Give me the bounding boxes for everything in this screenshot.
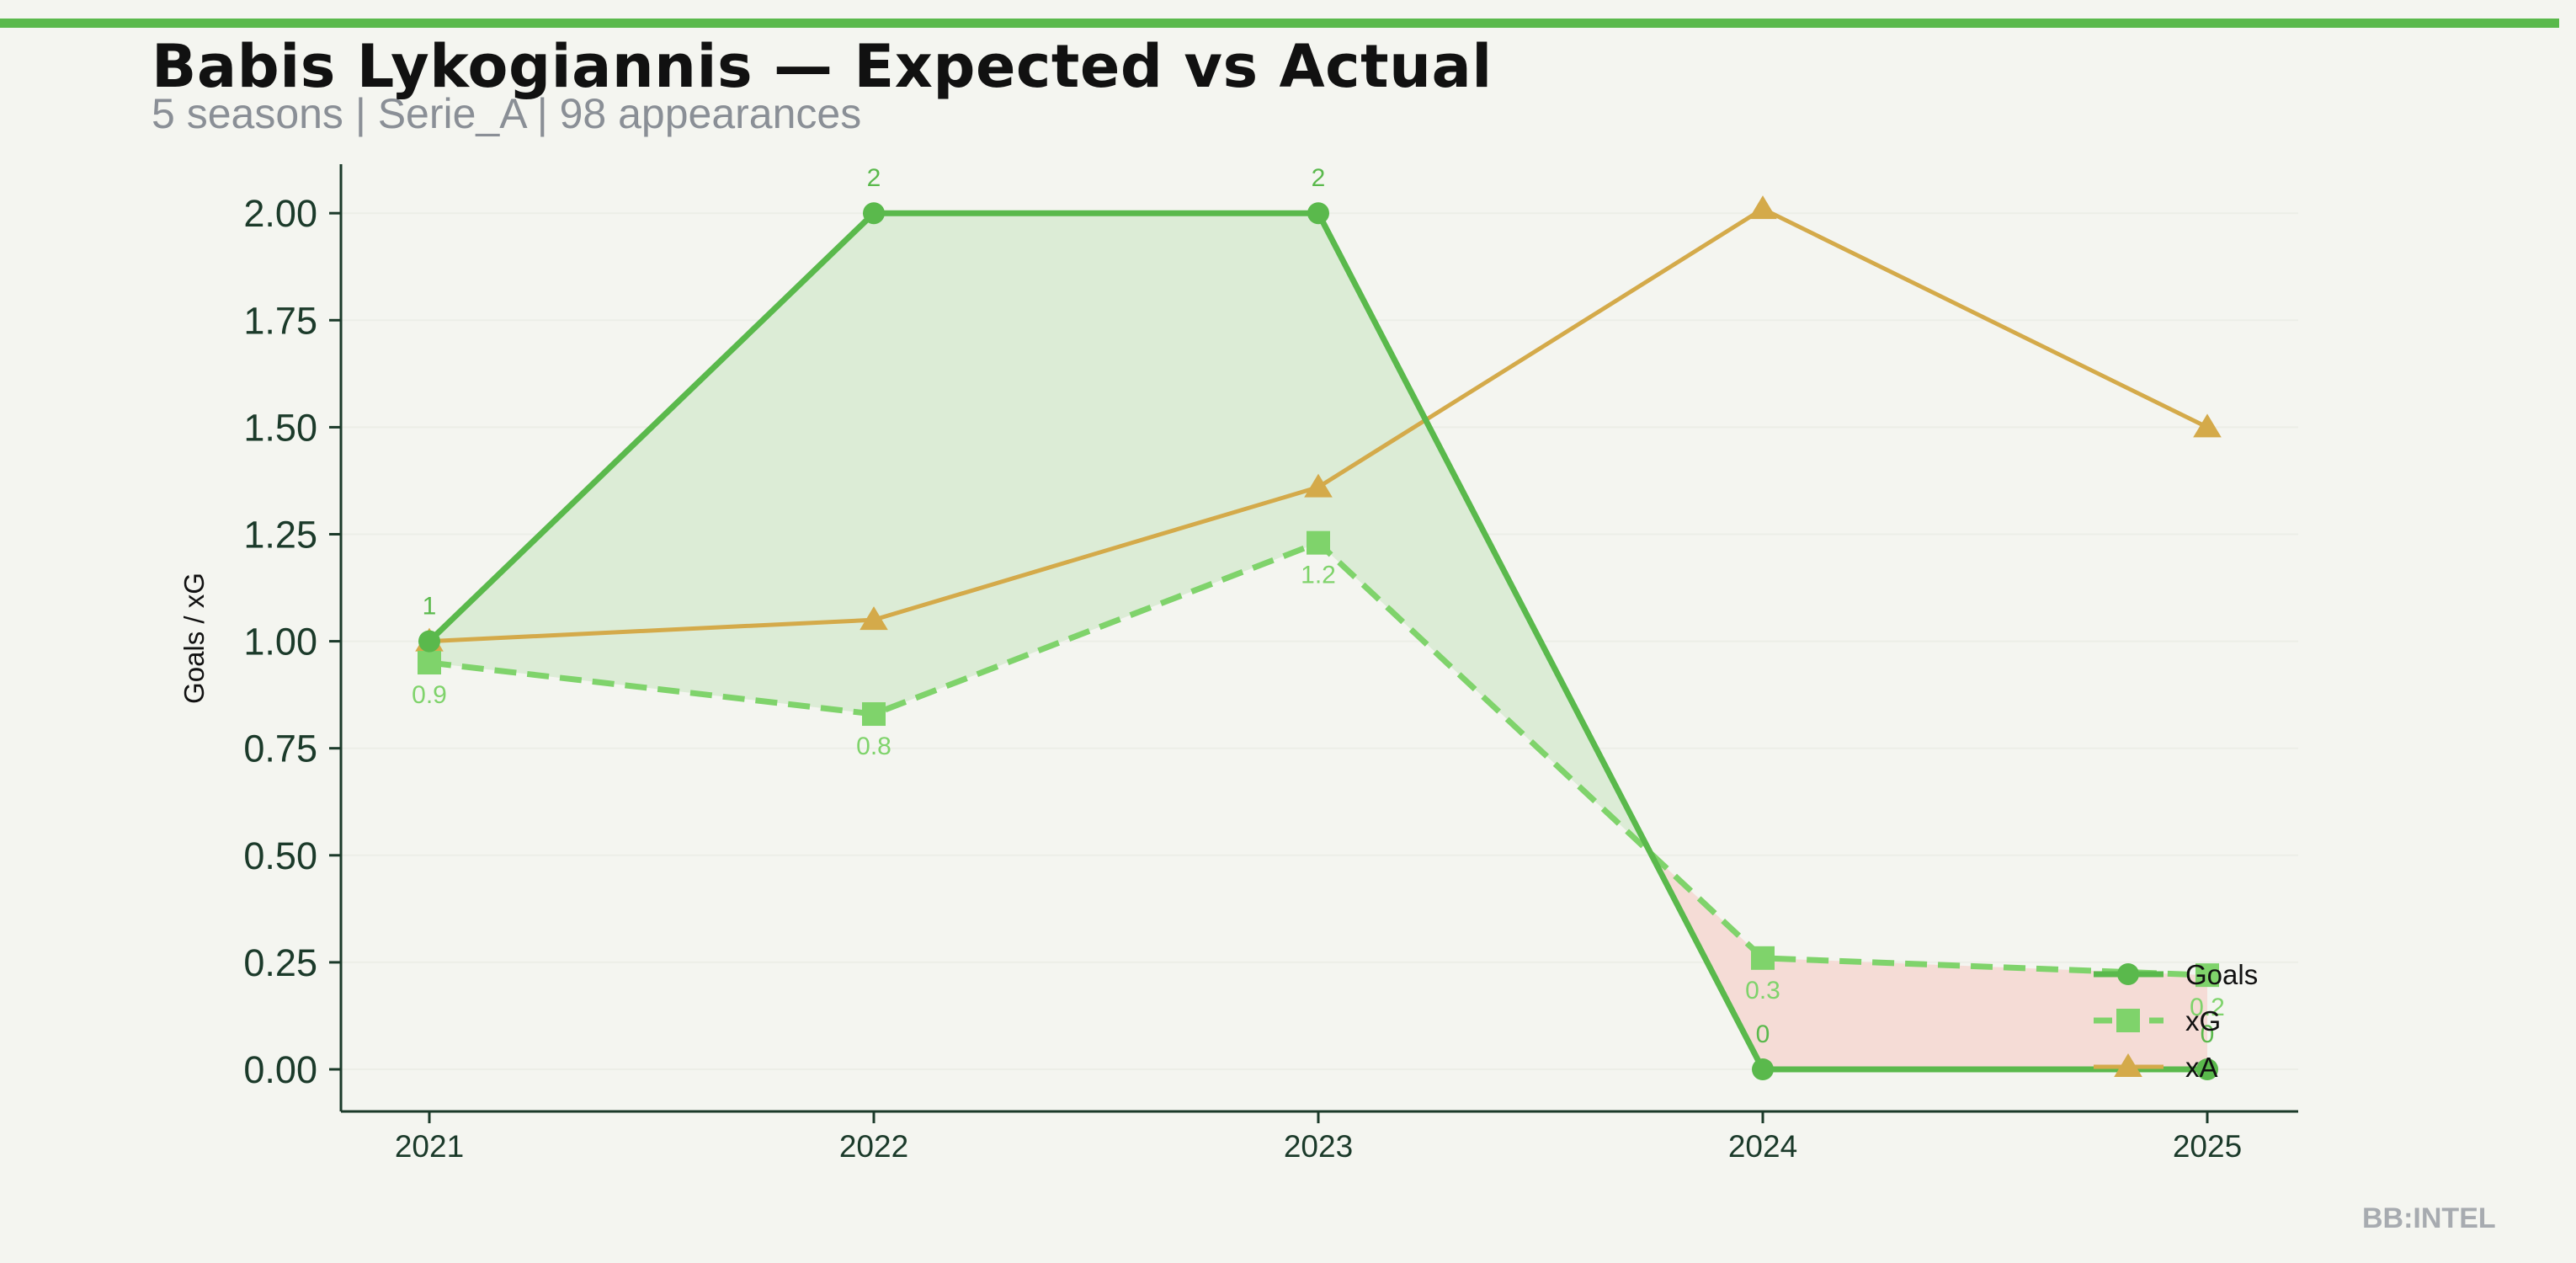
goals-point (1307, 202, 1329, 225)
legend-xa-label: xA (2185, 1052, 2218, 1083)
xg-data-label: 0.9 (412, 681, 447, 709)
legend-xa-marker (2114, 1053, 2142, 1077)
xa-point (2193, 413, 2222, 438)
y-tick-label: 1.75 (243, 299, 317, 342)
xg-data-label: 0.8 (856, 733, 891, 760)
y-tick-label: 2.00 (243, 192, 317, 235)
overperformance-area (429, 213, 874, 715)
x-tick-label: 2022 (839, 1129, 908, 1164)
y-tick-label: 1.00 (243, 621, 317, 663)
xg-data-label: 0.3 (1745, 977, 1780, 1005)
xg-data-label: 1.2 (1301, 562, 1336, 589)
goals-point (863, 202, 885, 225)
watermark: BB:INTEL (2362, 1202, 2496, 1234)
goals-point (2196, 1058, 2218, 1080)
legend-goals-label: Goals (2185, 959, 2258, 990)
y-tick-label: 0.50 (243, 834, 317, 877)
goals-point (1752, 1058, 1774, 1080)
y-tick-label: 0.00 (243, 1048, 317, 1091)
overperformance-area (874, 213, 1318, 715)
y-tick-label: 0.75 (243, 727, 317, 770)
goals-data-label: 1 (423, 593, 437, 621)
goals-data-label: 0 (1756, 1021, 1770, 1048)
xg-data-label: 0.2 (2190, 994, 2225, 1021)
xa-point (1748, 195, 1777, 220)
legend: Goals xG xA (2094, 959, 2258, 1083)
x-tick-label: 2024 (1728, 1129, 1797, 1164)
chart-subtitle: 5 seasons | Serie_A | 98 appearances (152, 90, 862, 137)
y-tick-label: 1.50 (243, 406, 317, 449)
xa-point (860, 606, 888, 631)
legend-xg-label: xG (2185, 1005, 2221, 1037)
xg-point (862, 702, 886, 727)
legend-goals-marker (2117, 963, 2139, 985)
underperformance-area (1763, 957, 2207, 1069)
goals-data-label: 2 (867, 164, 881, 192)
goals-data-label: 2 (1312, 164, 1326, 192)
y-tick-label: 0.25 (243, 941, 317, 984)
xa-point (1304, 473, 1333, 498)
goals-data-label: 0 (2201, 1021, 2215, 1048)
legend-xg-marker (2116, 1009, 2140, 1032)
xg-point (1751, 946, 1775, 970)
accent-bar (0, 19, 2559, 28)
goals-point (418, 630, 440, 653)
x-tick-label: 2025 (2173, 1129, 2242, 1164)
xg-point (2195, 963, 2219, 988)
y-axis-label: Goals / xG (178, 573, 210, 704)
xg-point (1307, 530, 1330, 555)
x-tick-label: 2021 (395, 1129, 464, 1164)
chart-title: Babis Lykogiannis — Expected vs Actual (152, 32, 1493, 101)
xg-point (418, 651, 441, 675)
y-tick-label: 1.25 (243, 514, 317, 557)
x-tick-label: 2023 (1284, 1129, 1353, 1164)
